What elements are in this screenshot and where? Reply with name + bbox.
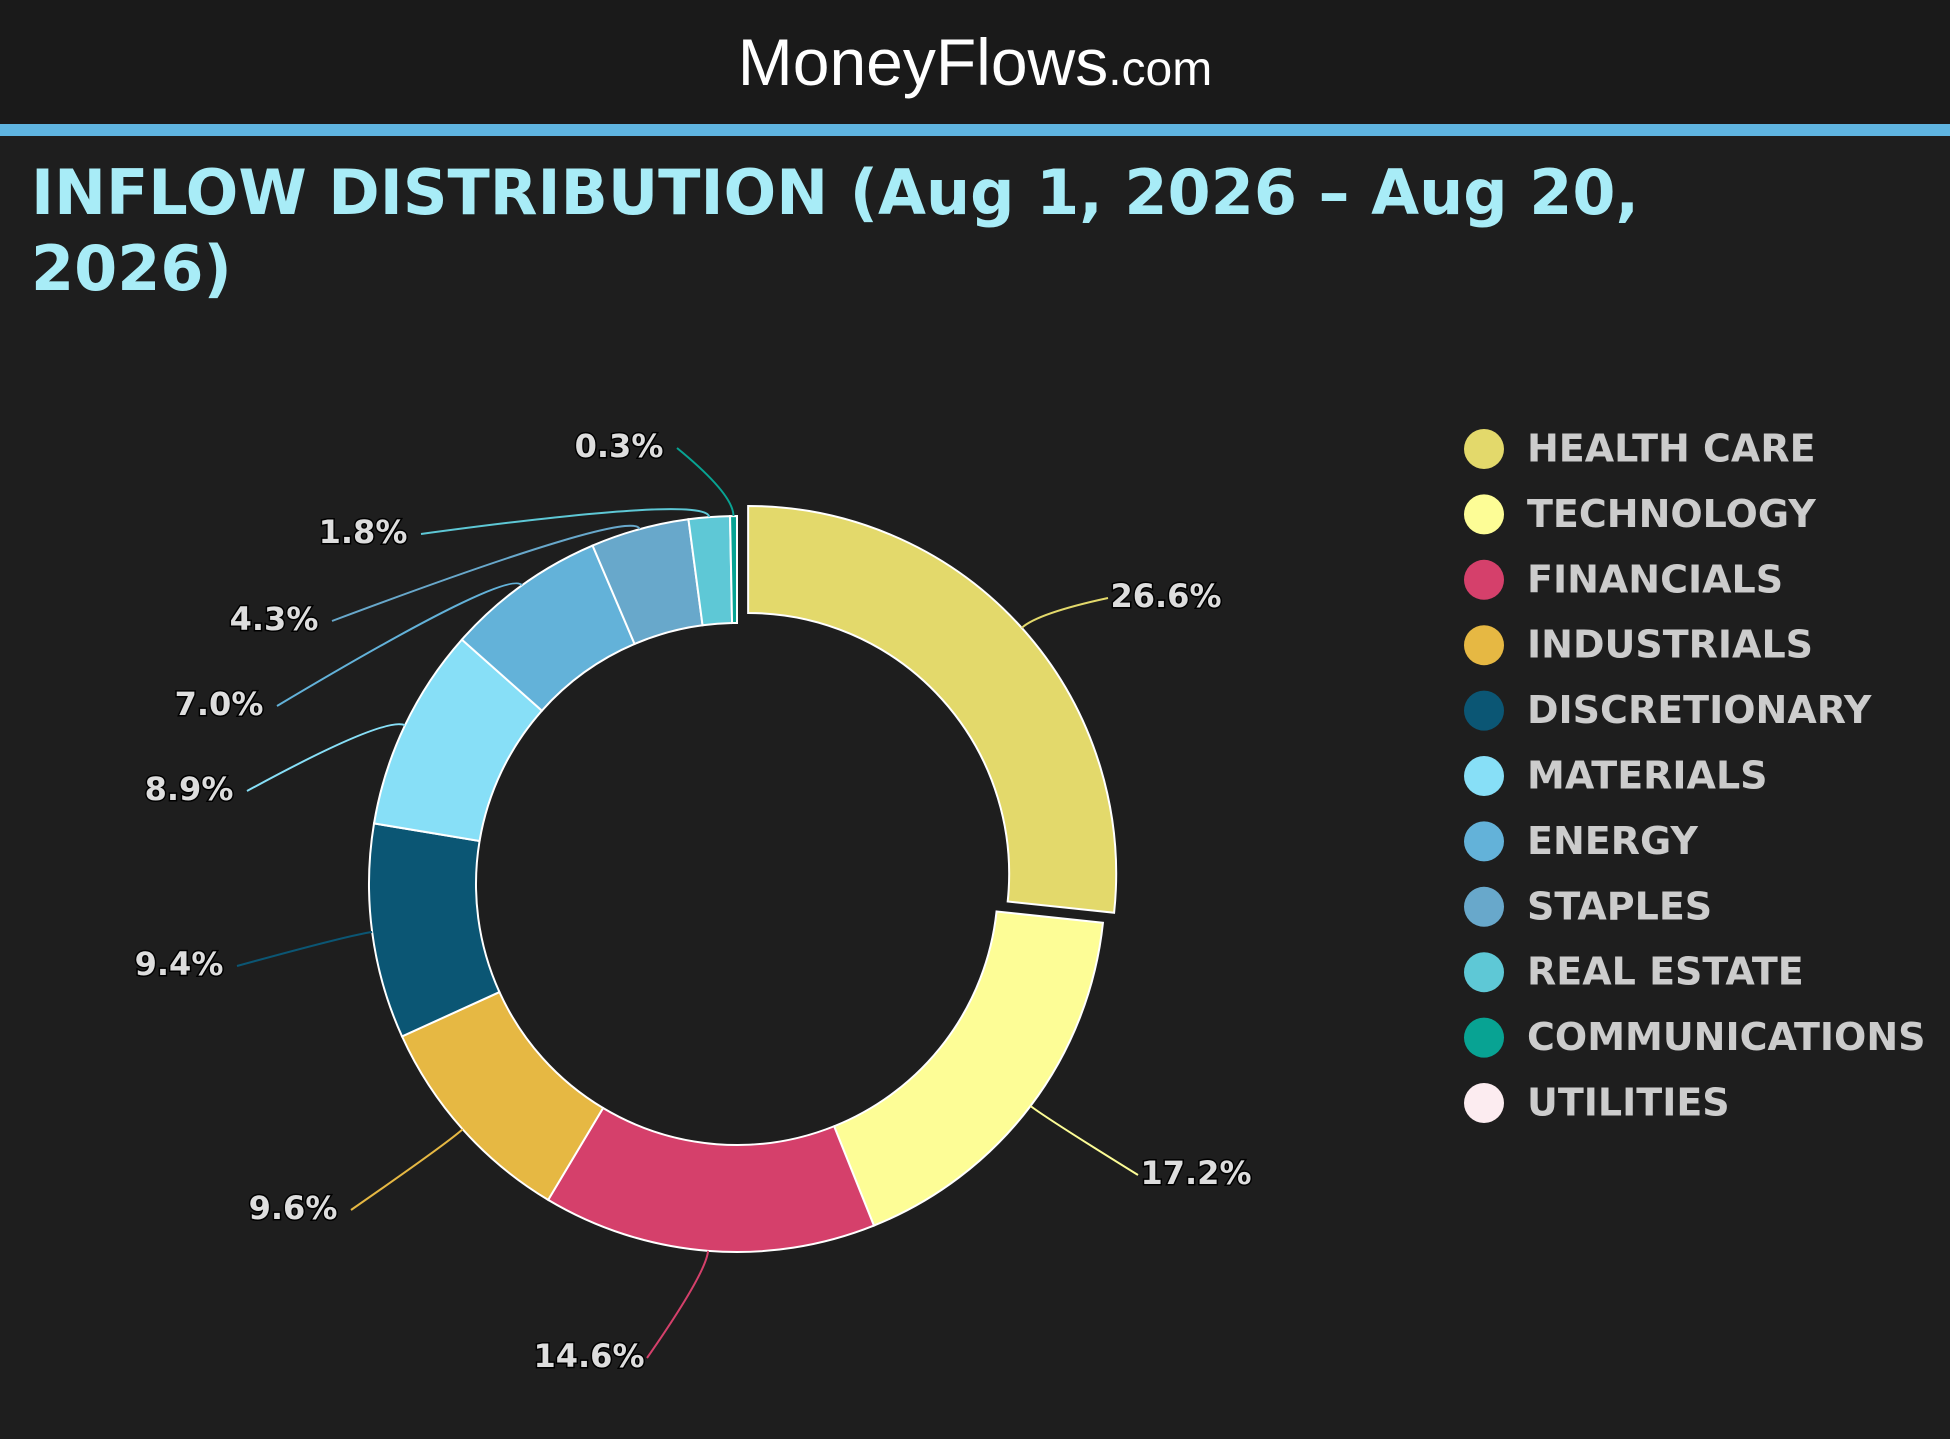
logo: MoneyFlows xyxy=(737,25,1109,99)
legend-swatch xyxy=(1464,494,1504,535)
legend-label: ENERGY xyxy=(1527,819,1698,863)
legend-label: STAPLES xyxy=(1527,884,1712,928)
data-label: 0.3% xyxy=(575,427,664,465)
legend-swatch xyxy=(1464,821,1504,862)
data-label: 9.4% xyxy=(135,945,224,983)
legend-label: COMMUNICATIONS xyxy=(1527,1015,1926,1059)
legend-label: HEALTH CARE xyxy=(1527,427,1816,471)
header: MoneyFlows.com xyxy=(0,0,1950,124)
leader-line xyxy=(420,508,711,535)
legend-swatch xyxy=(1464,1083,1504,1123)
leader-line xyxy=(350,1128,464,1211)
legend-swatch xyxy=(1464,559,1504,600)
leader-line xyxy=(1029,1105,1139,1176)
donut-slice xyxy=(747,504,1118,914)
legend-swatch xyxy=(1464,756,1504,796)
data-label: 8.9% xyxy=(145,770,234,808)
donut-slice xyxy=(546,1106,876,1253)
data-label: 9.6% xyxy=(249,1189,338,1227)
legend-label: FINANCIALS xyxy=(1527,557,1783,601)
leader-line xyxy=(276,582,523,707)
data-label: 7.0% xyxy=(175,685,264,723)
leader-line xyxy=(236,930,373,967)
leader-line xyxy=(676,447,735,517)
legend-swatch xyxy=(1464,690,1504,731)
legend-swatch xyxy=(1464,625,1504,666)
chart-title: INFLOW DISTRIBUTION (Aug 1, 2026 – Aug 2… xyxy=(31,156,1640,305)
legend-swatch xyxy=(1464,1017,1504,1058)
legend-label: UTILITIES xyxy=(1527,1081,1730,1125)
leader-line xyxy=(646,1250,710,1359)
legend-swatch xyxy=(1464,952,1504,993)
header-rule xyxy=(0,124,1950,136)
legend-label: DISCRETIONARY xyxy=(1527,688,1872,732)
logo-domain: .com xyxy=(1108,43,1213,96)
data-label: 17.2% xyxy=(1140,1154,1251,1192)
data-label: 26.6% xyxy=(1110,577,1221,615)
legend-label: TECHNOLOGY xyxy=(1527,492,1816,536)
leader-line xyxy=(246,723,406,792)
donut-slice xyxy=(832,910,1105,1227)
leader-line xyxy=(1021,597,1109,629)
donut-slice xyxy=(729,514,738,625)
legend-label: MATERIALS xyxy=(1527,754,1768,798)
legend-label: REAL ESTATE xyxy=(1527,950,1804,994)
data-label: 14.6% xyxy=(533,1337,644,1375)
legend-swatch xyxy=(1464,429,1504,469)
leader-line xyxy=(331,524,641,622)
legend-label: INDUSTRIALS xyxy=(1527,623,1813,667)
legend-swatch xyxy=(1464,886,1504,927)
data-label: 4.3% xyxy=(230,600,319,638)
data-label: 1.8% xyxy=(319,513,408,551)
